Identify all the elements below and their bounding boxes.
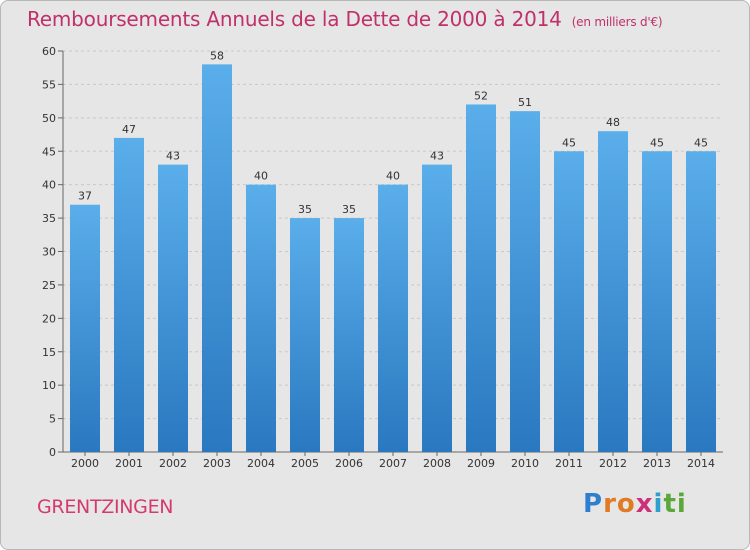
logo-letter: i — [676, 489, 687, 519]
y-tick-label: 20 — [42, 312, 56, 325]
logo-letter: i — [653, 489, 664, 519]
value-label-2001: 47 — [122, 123, 136, 136]
value-label-2012: 48 — [606, 116, 620, 129]
bar-2002[interactable] — [158, 164, 188, 452]
chart-title: Remboursements Annuels de la Dette de 20… — [27, 7, 663, 31]
x-tick-label-2001: 2001 — [115, 457, 143, 470]
logo-letter: x — [635, 489, 654, 519]
y-tick-label: 30 — [42, 246, 56, 259]
value-label-2010: 51 — [518, 96, 532, 109]
bar-2007[interactable] — [378, 184, 408, 452]
x-tick-label-2010: 2010 — [511, 457, 539, 470]
y-tick-label: 60 — [42, 45, 56, 58]
x-tick-label-2000: 2000 — [71, 457, 99, 470]
x-tick-label-2011: 2011 — [555, 457, 583, 470]
bar-2010[interactable] — [510, 111, 540, 453]
bar-2001[interactable] — [114, 137, 144, 452]
x-tick-label-2004: 2004 — [247, 457, 275, 470]
value-label-2003: 58 — [210, 49, 224, 62]
value-label-2002: 43 — [166, 150, 180, 163]
place-name: GRENTZINGEN — [37, 496, 174, 518]
bar-2012[interactable] — [598, 131, 628, 452]
bar-2006[interactable] — [334, 218, 364, 452]
y-tick-label: 50 — [42, 112, 56, 125]
y-tick-label: 15 — [42, 346, 56, 359]
y-tick-label: 35 — [42, 212, 56, 225]
value-label-2014: 45 — [694, 136, 708, 149]
value-label-2011: 45 — [562, 136, 576, 149]
x-tick-label-2007: 2007 — [379, 457, 407, 470]
logo-letter: r — [603, 489, 617, 519]
value-label-2008: 43 — [430, 150, 444, 163]
value-label-2007: 40 — [386, 170, 400, 183]
y-tick-label: 0 — [49, 446, 56, 459]
bar-2005[interactable] — [290, 218, 320, 452]
y-tick-label: 55 — [42, 78, 56, 91]
value-label-2000: 37 — [78, 190, 92, 203]
x-tick-label-2013: 2013 — [643, 457, 671, 470]
value-label-2005: 35 — [298, 203, 312, 216]
x-tick-label-2006: 2006 — [335, 457, 363, 470]
x-tick-label-2005: 2005 — [291, 457, 319, 470]
logo-letter: o — [616, 489, 636, 519]
bar-2000[interactable] — [70, 204, 100, 452]
x-tick-label-2003: 2003 — [203, 457, 231, 470]
bar-2004[interactable] — [246, 184, 276, 452]
chart-title-text: Remboursements Annuels de la Dette de 20… — [27, 7, 562, 31]
y-tick-label: 40 — [42, 179, 56, 192]
value-label-2009: 52 — [474, 89, 488, 102]
x-tick-label-2009: 2009 — [467, 457, 495, 470]
y-tick-label: 45 — [42, 145, 56, 158]
logo-letter: P — [583, 489, 604, 519]
bar-2014[interactable] — [686, 151, 716, 452]
x-tick-label-2014: 2014 — [687, 457, 715, 470]
value-label-2004: 40 — [254, 170, 268, 183]
x-tick-label-2012: 2012 — [599, 457, 627, 470]
bar-2011[interactable] — [554, 151, 584, 452]
value-label-2006: 35 — [342, 203, 356, 216]
x-tick-label-2002: 2002 — [159, 457, 187, 470]
bar-2009[interactable] — [466, 104, 496, 452]
logo-letter: t — [663, 489, 677, 519]
bar-2003[interactable] — [202, 64, 232, 452]
y-tick-label: 5 — [49, 413, 56, 426]
chart-unit: (en milliers d'€) — [571, 15, 663, 29]
proxiti-logo[interactable]: Proxiti — [583, 489, 687, 519]
bar-2008[interactable] — [422, 164, 452, 452]
value-label-2013: 45 — [650, 136, 664, 149]
bar-2013[interactable] — [642, 151, 672, 452]
y-tick-label: 10 — [42, 379, 56, 392]
y-tick-label: 25 — [42, 279, 56, 292]
x-tick-label-2008: 2008 — [423, 457, 451, 470]
